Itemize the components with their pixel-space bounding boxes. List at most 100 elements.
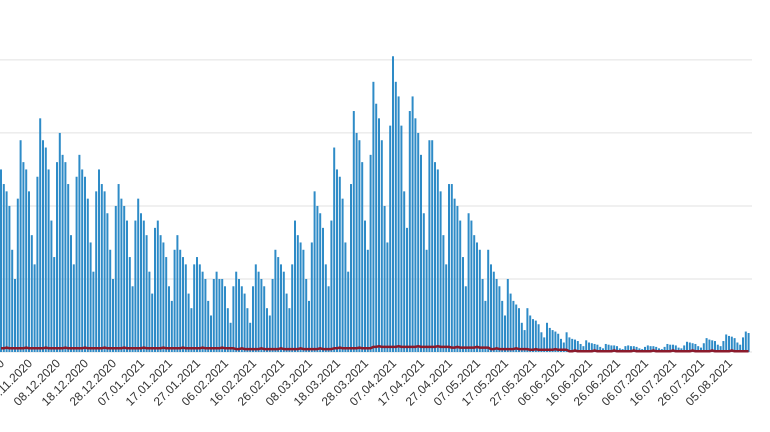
bar <box>184 264 187 352</box>
bar <box>700 347 702 352</box>
bar <box>72 264 75 352</box>
bar <box>411 96 414 352</box>
bar <box>204 278 207 352</box>
bar <box>162 242 165 352</box>
bar <box>61 154 64 352</box>
bar <box>355 132 358 352</box>
bar <box>733 338 736 352</box>
bar <box>537 324 540 352</box>
bar <box>694 343 697 352</box>
bar <box>84 176 86 352</box>
bar <box>434 162 436 352</box>
bar <box>215 271 218 352</box>
bar <box>123 205 126 352</box>
bar <box>140 213 142 352</box>
bar <box>459 220 462 352</box>
bar <box>560 338 562 352</box>
bar <box>252 286 254 352</box>
bar <box>425 249 428 352</box>
bar <box>512 300 515 352</box>
bar <box>473 235 476 352</box>
bar <box>280 264 282 352</box>
bar <box>210 315 212 352</box>
bar <box>590 343 593 352</box>
bar <box>523 330 526 352</box>
bar <box>56 162 58 352</box>
bar <box>95 191 98 352</box>
bar <box>260 278 263 352</box>
line <box>1 344 749 353</box>
bar <box>361 162 364 352</box>
bar <box>635 346 638 352</box>
bar <box>383 205 386 352</box>
bar <box>540 332 543 352</box>
bar <box>652 346 655 352</box>
bar <box>711 340 714 352</box>
bar <box>697 346 700 352</box>
bar <box>352 111 355 352</box>
bar <box>324 264 327 352</box>
bar <box>263 286 266 352</box>
bar <box>322 227 324 352</box>
bar <box>159 235 162 352</box>
bar <box>11 249 14 352</box>
bar <box>453 198 456 352</box>
bar <box>226 308 229 352</box>
bar <box>341 198 344 352</box>
bar <box>168 286 170 352</box>
bar <box>369 154 372 352</box>
bar <box>310 242 313 352</box>
bar <box>190 308 193 352</box>
bar <box>89 242 92 352</box>
bar <box>142 220 145 352</box>
bar <box>739 344 742 352</box>
bar <box>736 342 739 352</box>
bar <box>613 345 616 352</box>
bar <box>282 271 285 352</box>
bar <box>490 264 492 352</box>
bar <box>476 242 478 352</box>
bar <box>501 300 504 352</box>
bar <box>235 271 238 352</box>
bar <box>86 198 89 352</box>
bar <box>8 205 11 352</box>
bar <box>28 191 30 352</box>
bar <box>134 220 137 352</box>
bar <box>296 235 299 352</box>
bar <box>64 162 67 352</box>
bar <box>744 331 747 352</box>
bar <box>688 342 691 352</box>
bar <box>44 147 47 352</box>
bar <box>327 286 330 352</box>
bar <box>518 308 520 352</box>
bar <box>257 271 260 352</box>
bar <box>487 249 490 352</box>
bar <box>58 132 61 352</box>
bar <box>266 308 268 352</box>
bar <box>520 322 523 352</box>
bar <box>406 227 408 352</box>
bar <box>498 286 501 352</box>
bar <box>663 346 666 352</box>
bar <box>246 308 249 352</box>
bar <box>526 308 529 352</box>
bar <box>543 337 546 352</box>
bar <box>350 184 352 352</box>
bar <box>588 342 590 352</box>
bar <box>674 345 677 352</box>
bar <box>75 176 78 352</box>
bar <box>366 249 369 352</box>
bar <box>30 235 33 352</box>
bar <box>364 220 366 352</box>
bar <box>554 331 557 352</box>
bar <box>120 198 123 352</box>
bar <box>16 198 19 352</box>
bar <box>0 169 2 352</box>
bar <box>271 278 274 352</box>
bar <box>36 176 39 352</box>
bar <box>596 344 599 352</box>
bar <box>714 341 716 352</box>
bar <box>677 347 680 352</box>
bar <box>78 154 81 352</box>
